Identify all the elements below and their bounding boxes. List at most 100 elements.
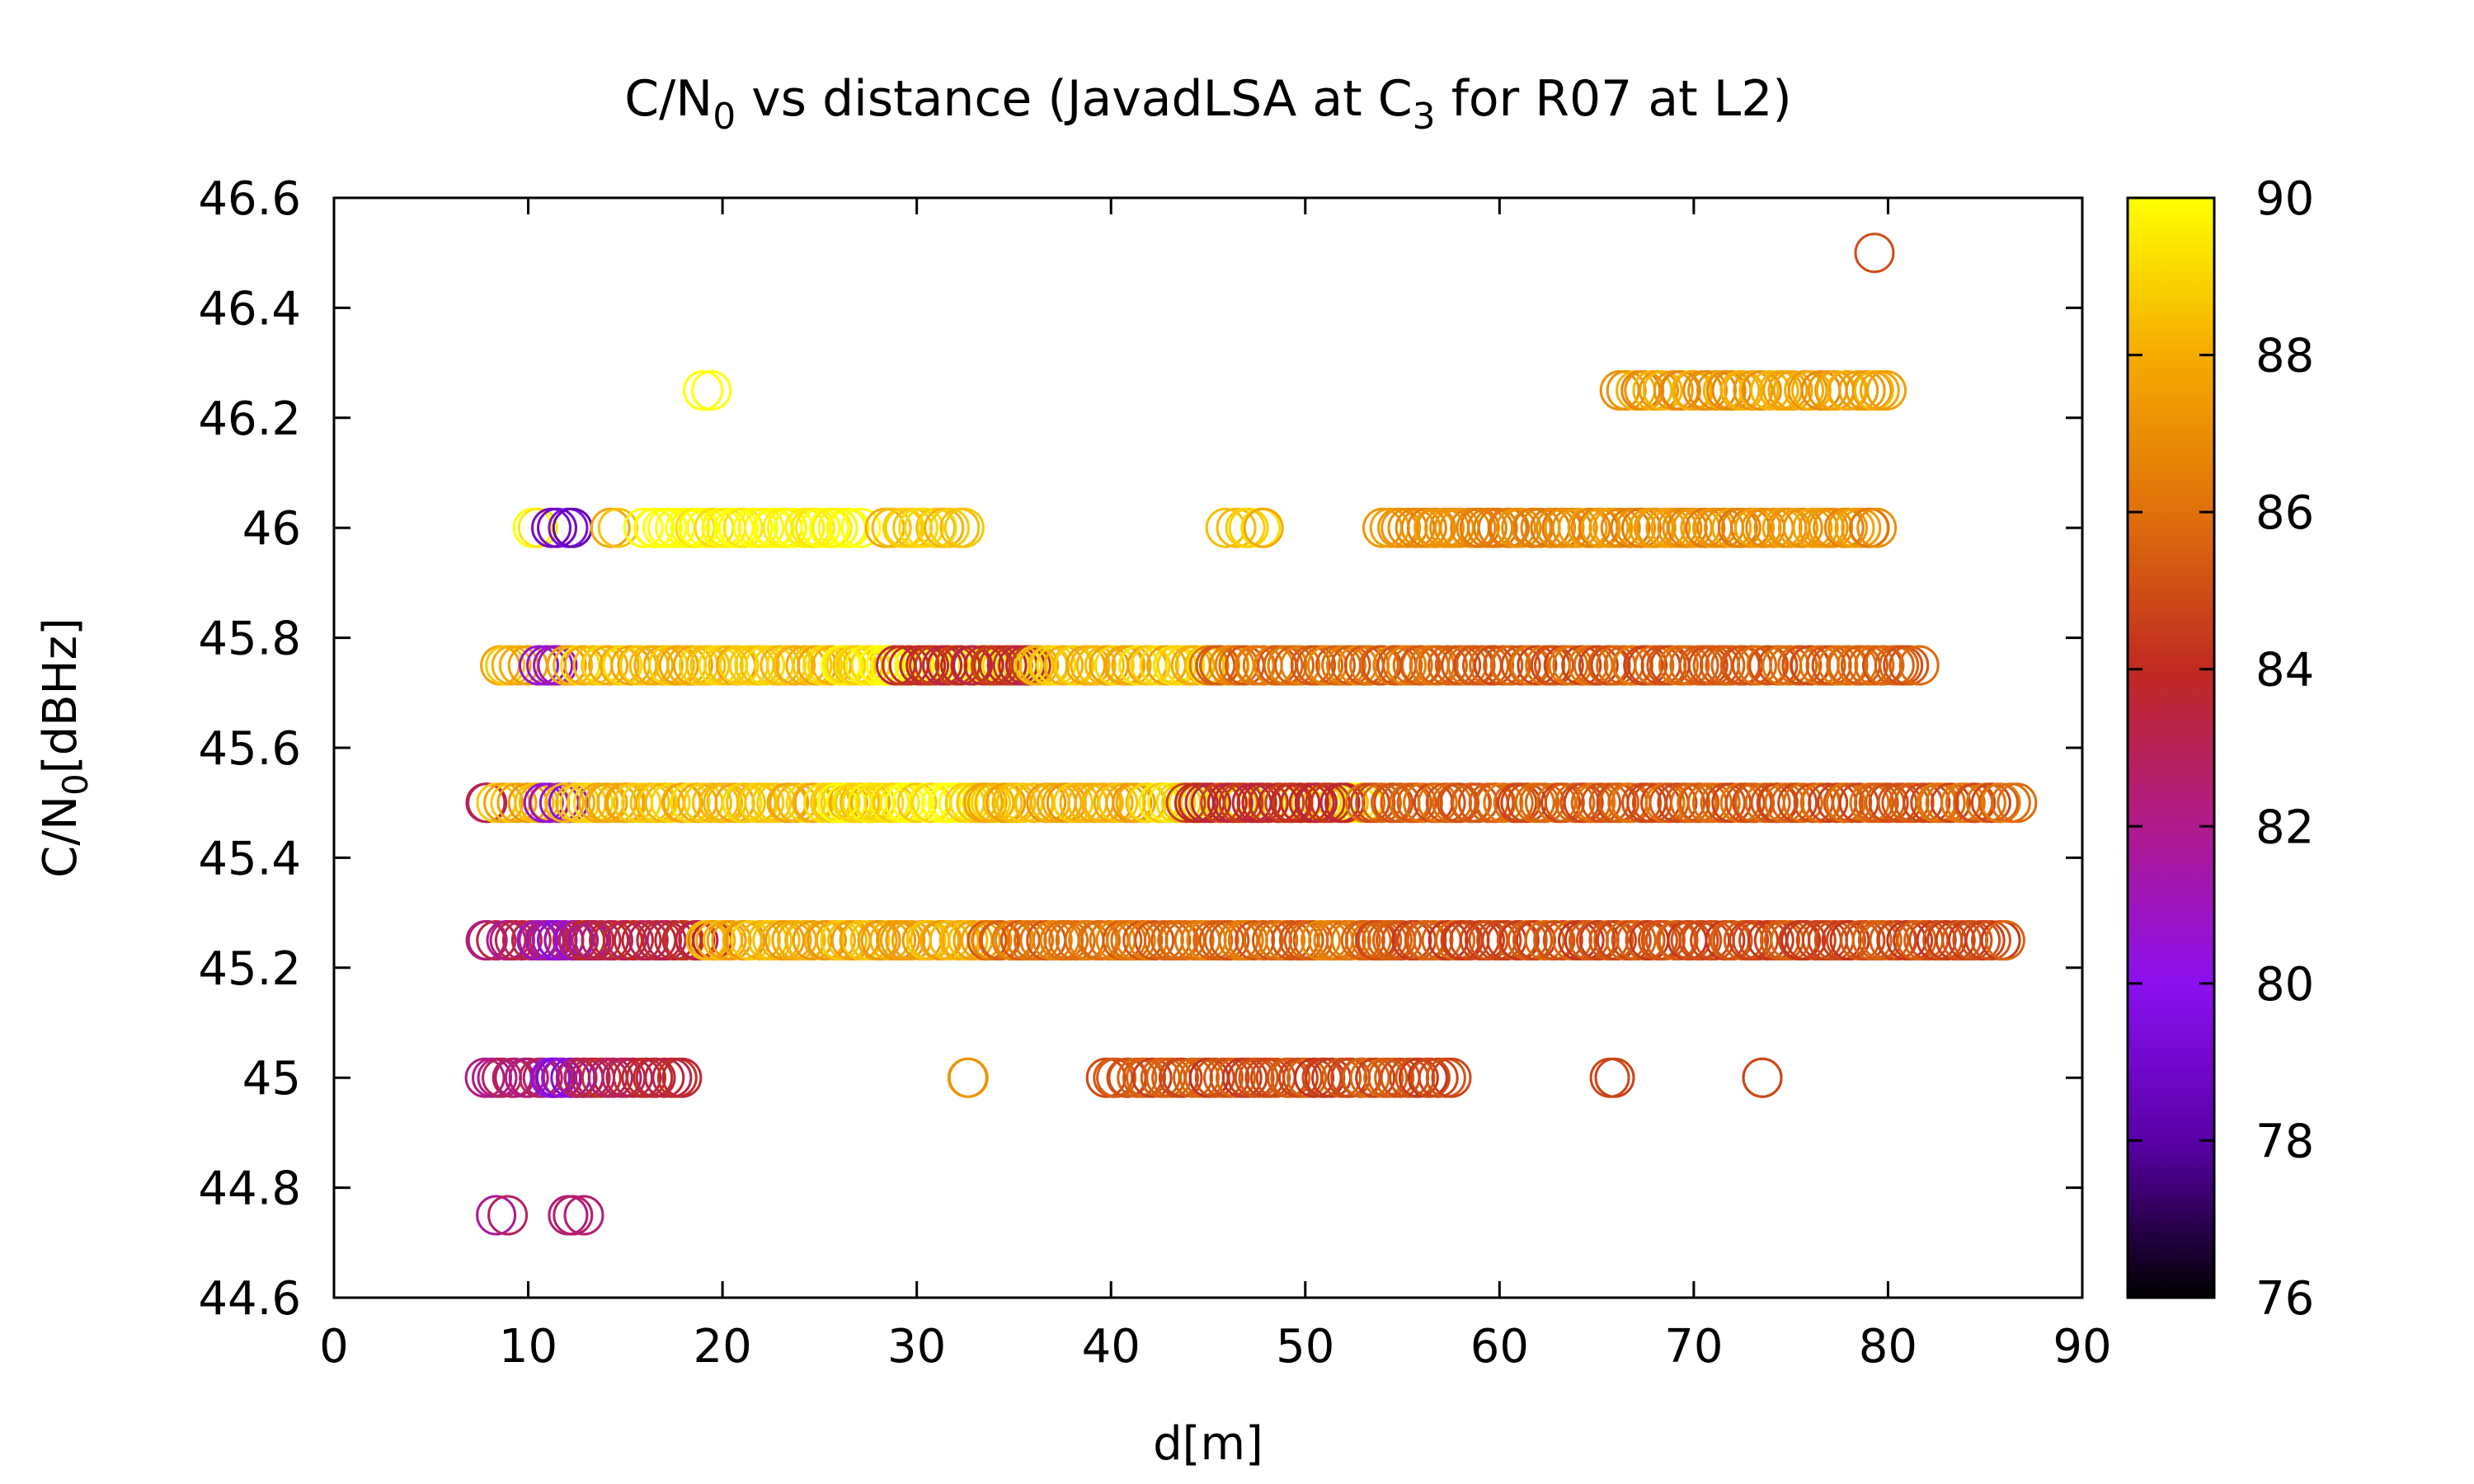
data-point — [1134, 920, 1175, 960]
data-point — [1075, 645, 1117, 686]
data-point — [1459, 507, 1500, 548]
data-point — [1085, 1057, 1126, 1098]
data-point — [1782, 507, 1823, 548]
data-point — [896, 782, 938, 824]
y-tick-label: 45.2 — [198, 942, 301, 996]
data-point — [613, 920, 654, 960]
data-point — [1908, 920, 1950, 960]
data-point — [730, 920, 771, 960]
data-point — [1808, 782, 1849, 824]
data-point — [590, 507, 631, 548]
data-point — [817, 507, 858, 548]
data-point — [678, 507, 719, 548]
data-point — [1660, 370, 1701, 411]
data-point — [1827, 507, 1868, 548]
data-point — [593, 920, 633, 960]
data-point — [548, 507, 589, 548]
data-point — [1720, 507, 1761, 548]
x-tick-label: 10 — [499, 1320, 557, 1374]
data-point — [740, 920, 781, 960]
data-point — [1300, 920, 1341, 960]
data-point — [849, 920, 891, 960]
data-point — [1258, 920, 1299, 960]
data-point — [1616, 920, 1657, 960]
data-point — [1392, 645, 1433, 686]
x-axis-ticks: 0 10 20 30 40 50 60 70 80 90 — [319, 198, 2112, 1374]
data-point — [1931, 782, 1971, 824]
data-point — [1600, 507, 1641, 548]
data-point — [1131, 1057, 1173, 1098]
data-point — [1691, 782, 1733, 824]
data-point — [467, 782, 508, 824]
data-point — [661, 1057, 703, 1098]
y-tick-label: 45.8 — [198, 613, 301, 666]
x-tick-label: 90 — [2053, 1320, 2111, 1374]
data-point — [1139, 645, 1180, 686]
data-point — [1685, 507, 1726, 548]
data-point — [1980, 782, 2021, 824]
data-point — [995, 782, 1037, 824]
data-point — [1165, 782, 1206, 824]
data-point — [1952, 920, 1993, 960]
data-point — [618, 645, 660, 686]
data-point — [1094, 645, 1135, 686]
data-point — [1868, 782, 1909, 824]
data-point — [1477, 507, 1518, 548]
data-point — [1216, 507, 1257, 548]
data-point — [726, 782, 766, 824]
data-point — [496, 782, 538, 824]
data-point — [1581, 782, 1621, 824]
data-point — [855, 782, 896, 824]
data-point — [840, 507, 882, 548]
data-point — [1524, 920, 1565, 960]
data-point — [1544, 507, 1585, 548]
data-point — [1657, 782, 1698, 824]
data-point — [1194, 1057, 1235, 1098]
data-point — [967, 782, 1008, 824]
data-point — [597, 507, 638, 548]
data-point — [1115, 782, 1156, 824]
y-tick-label: 44.8 — [198, 1162, 301, 1216]
data-point — [1785, 920, 1827, 960]
y-axis-label: C/N0[dBHz] — [34, 618, 96, 878]
data-point — [670, 782, 711, 824]
data-point — [621, 782, 662, 824]
data-point — [1534, 645, 1574, 686]
y-tick-label: 46 — [242, 502, 301, 556]
colorbar-tick-label: 78 — [2255, 1115, 2314, 1168]
data-point — [487, 1195, 529, 1236]
data-point — [1849, 507, 1890, 548]
data-point — [1361, 782, 1402, 824]
data-point — [711, 920, 752, 960]
data-point — [1398, 1057, 1439, 1098]
data-point — [1679, 782, 1720, 824]
data-point — [807, 920, 847, 960]
data-point — [588, 645, 628, 686]
data-point — [683, 370, 724, 411]
data-point — [1592, 507, 1634, 548]
data-point — [1635, 507, 1677, 548]
data-point — [1200, 782, 1241, 824]
data-point — [1866, 370, 1907, 411]
scatter-points — [464, 232, 2038, 1236]
data-point — [1409, 1057, 1451, 1098]
data-point — [1658, 920, 1699, 960]
data-point — [1772, 370, 1813, 411]
y-tick-label: 45 — [242, 1052, 301, 1106]
data-point — [1888, 645, 1930, 686]
data-point — [519, 645, 559, 686]
data-point — [978, 645, 1019, 686]
data-point — [1270, 1057, 1311, 1098]
data-point — [858, 645, 899, 686]
data-point — [1535, 920, 1576, 960]
data-point — [956, 782, 997, 824]
data-point — [1818, 645, 1859, 686]
colorbar-tick-label: 86 — [2255, 486, 2314, 540]
data-point — [1483, 645, 1524, 686]
data-point — [1869, 920, 1910, 960]
data-point — [1621, 507, 1662, 548]
data-point — [1782, 782, 1823, 824]
y-tick-label: 46.2 — [198, 392, 301, 446]
data-point — [1557, 507, 1598, 548]
